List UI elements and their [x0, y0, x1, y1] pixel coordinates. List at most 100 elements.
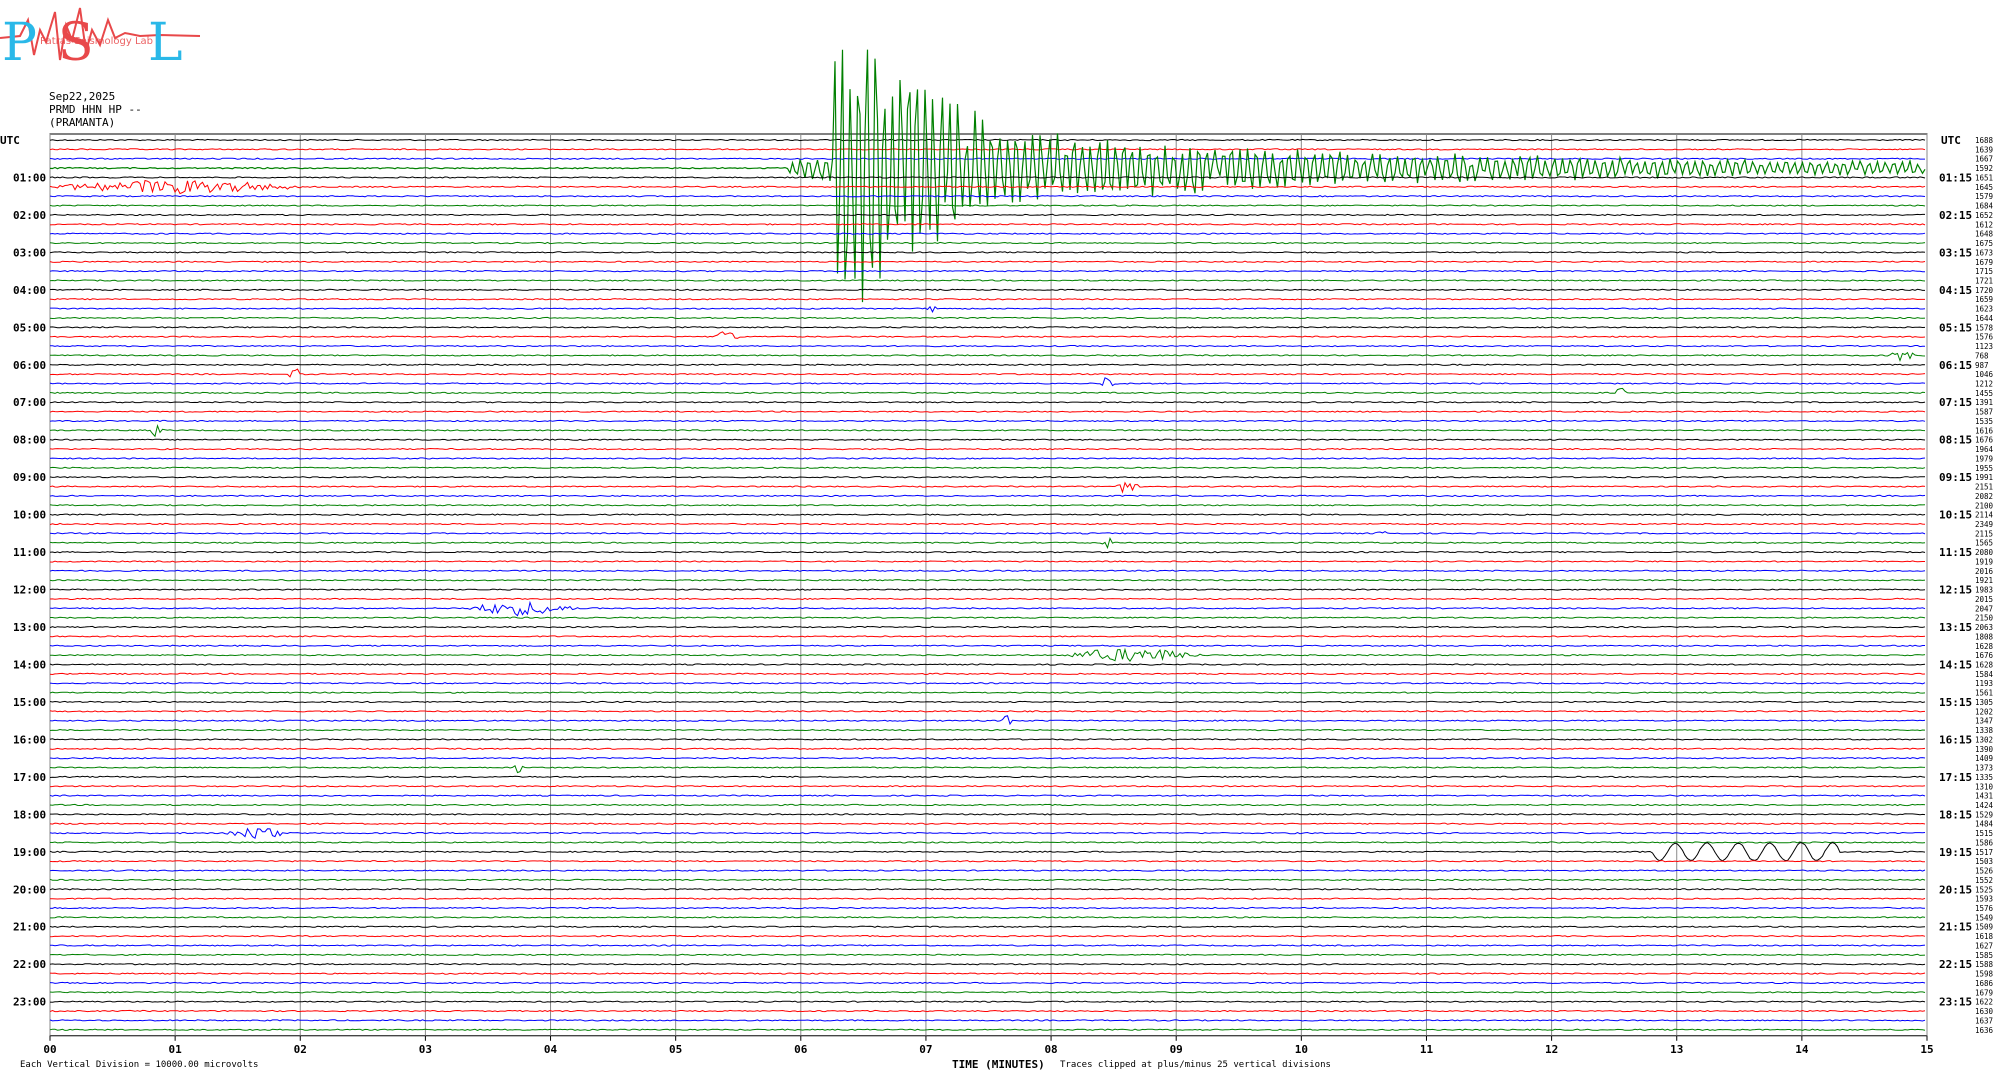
seismic-trace — [49, 1009, 1926, 1013]
seismic-trace — [49, 331, 1926, 339]
trace-value-label: 1964 — [1975, 445, 1994, 454]
trace-value-label: 1576 — [1975, 333, 1994, 342]
seismic-trace — [49, 981, 1926, 985]
x-tick-label: 07 — [919, 1043, 932, 1056]
trace-value-label: 1565 — [1975, 539, 1993, 548]
left-hour-label: 01:00 — [13, 171, 46, 184]
seismic-trace — [49, 841, 1926, 862]
seismic-trace — [49, 481, 1926, 494]
seismic-trace — [49, 934, 1926, 938]
seismic-trace — [49, 419, 1926, 423]
trace-value-label: 987 — [1975, 361, 1989, 370]
trace-value-label: 1212 — [1975, 380, 1993, 389]
trace-value-label: 2015 — [1975, 595, 1993, 604]
x-tick-label: 00 — [43, 1043, 56, 1056]
seismic-trace — [49, 600, 1926, 617]
x-tick-label: 06 — [794, 1043, 808, 1056]
trace-value-label: 1335 — [1975, 773, 1993, 782]
seismic-trace — [49, 138, 1926, 142]
right-hour-label: 05:15 — [1939, 321, 1972, 334]
right-hour-label: 15:15 — [1939, 696, 1972, 709]
trace-value-label: 1623 — [1975, 305, 1993, 314]
trace-value-label: 2151 — [1975, 483, 1993, 492]
seismic-trace — [49, 691, 1926, 694]
minute-gridlines — [49, 133, 1928, 1041]
right-hour-label: 07:15 — [1939, 396, 1972, 409]
seismic-trace — [49, 878, 1926, 882]
right-hour-label: 22:15 — [1939, 958, 1972, 971]
left-hour-label: 09:00 — [13, 471, 46, 484]
left-hour-label: 21:00 — [13, 921, 46, 934]
trace-value-label: 2047 — [1975, 604, 1993, 613]
right-utc-label: UTC — [1941, 134, 1961, 147]
x-tick-label: 08 — [1044, 1043, 1057, 1056]
seismic-trace — [49, 869, 1926, 872]
right-hour-label: 06:15 — [1939, 359, 1972, 372]
trace-value-label: 1679 — [1975, 258, 1993, 267]
right-hour-label: 20:15 — [1939, 883, 1972, 896]
trace-value-label: 1123 — [1975, 342, 1993, 351]
right-hour-label: 17:15 — [1939, 771, 1972, 784]
seismic-trace — [49, 728, 1926, 732]
left-hour-label: 05:00 — [13, 321, 46, 334]
trace-value-label: 1586 — [1975, 838, 1994, 847]
seismic-trace — [49, 822, 1926, 825]
seismic-trace — [49, 316, 1926, 320]
seismic-trace — [49, 625, 1926, 629]
trace-value-label: 1921 — [1975, 576, 1993, 585]
trace-value-label: 1593 — [1975, 895, 1993, 904]
trace-value-label: 1636 — [1975, 1026, 1994, 1035]
seismic-trace — [49, 897, 1926, 900]
x-tick-label: 11 — [1420, 1043, 1434, 1056]
trace-value-label: 1529 — [1975, 810, 1993, 819]
seismic-trace — [49, 438, 1926, 441]
trace-value-label: 1552 — [1975, 876, 1993, 885]
trace-value-label: 1588 — [1975, 960, 1994, 969]
trace-value-label: 1644 — [1975, 314, 1994, 323]
trace-value-label: 1612 — [1975, 220, 1993, 229]
right-hour-label: 03:15 — [1939, 246, 1972, 259]
logo-letter-l: L — [148, 13, 183, 70]
seismic-trace — [49, 269, 1925, 273]
seismic-trace — [49, 1019, 1926, 1022]
right-hour-label: 14:15 — [1939, 658, 1972, 671]
seismic-trace — [49, 906, 1925, 910]
trace-value-label: 1585 — [1975, 951, 1993, 960]
trace-value-label: 1373 — [1975, 764, 1993, 773]
trace-value-label: 1390 — [1975, 745, 1994, 754]
trace-value-label: 1526 — [1975, 867, 1994, 876]
trace-value-label: 2115 — [1975, 529, 1993, 538]
right-hour-label: 11:15 — [1939, 546, 1972, 559]
seismic-trace — [49, 925, 1926, 928]
trace-value-label: 1637 — [1975, 1016, 1993, 1025]
seismic-trace — [49, 148, 1926, 151]
trace-value-label: 1046 — [1975, 370, 1994, 379]
seismic-trace — [49, 597, 1926, 601]
trace-value-label: 1618 — [1975, 932, 1994, 941]
seismic-trace — [49, 888, 1926, 891]
trace-value-label: 1628 — [1975, 642, 1994, 651]
trace-value-label: 1525 — [1975, 885, 1993, 894]
left-hour-label: 07:00 — [13, 396, 46, 409]
trace-value-label: 1424 — [1975, 801, 1994, 810]
seismic-trace — [50, 305, 1926, 314]
seismic-trace — [49, 841, 1926, 844]
seismic-trace — [49, 457, 1926, 460]
trace-value-label: 1535 — [1975, 417, 1993, 426]
seismic-trace — [49, 410, 1926, 413]
trace-value-label: 1667 — [1975, 155, 1993, 164]
seismic-trace — [49, 157, 1925, 160]
left-hour-label: 02:00 — [13, 209, 46, 222]
seismic-trace — [49, 179, 1926, 195]
trace-value-label: 1193 — [1975, 679, 1993, 688]
logo-letter-s: S — [58, 13, 94, 70]
trace-value-label: 1587 — [1975, 408, 1993, 417]
right-hour-label: 23:15 — [1939, 996, 1972, 1009]
trace-value-label: 1686 — [1975, 979, 1994, 988]
trace-value-label: 1576 — [1975, 904, 1994, 913]
trace-value-label: 1688 — [1975, 136, 1994, 145]
left-hour-label: 04:00 — [13, 284, 46, 297]
trace-value-label: 1302 — [1975, 735, 1993, 744]
trace-value-label: 1616 — [1975, 426, 1994, 435]
